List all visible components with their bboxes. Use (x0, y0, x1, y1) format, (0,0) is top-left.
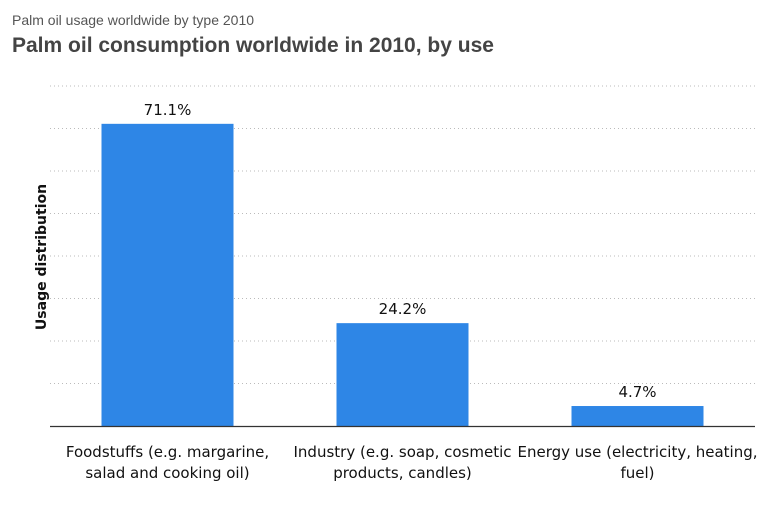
chart-title: Palm oil consumption worldwide in 2010, … (12, 34, 494, 57)
category-label: Industry (e.g. soap, cosmetic (294, 443, 512, 461)
value-labels: 71.1% 24.2% 4.7% (144, 101, 657, 401)
category-labels: Foodstuffs (e.g. margarine, salad and coo… (66, 443, 758, 482)
bars (101, 123, 704, 426)
value-label: 24.2% (379, 300, 427, 318)
category-label: Energy use (electricity, heating, (517, 443, 757, 461)
value-label: 71.1% (144, 101, 192, 119)
category-label: salad and cooking oil) (85, 464, 249, 482)
bar (336, 323, 469, 426)
value-label: 4.7% (618, 383, 656, 401)
y-axis-label: Usage distribution (34, 184, 50, 330)
category-label: fuel) (620, 464, 654, 482)
bar (571, 406, 704, 426)
category-label: products, candles) (333, 464, 472, 482)
bar (101, 123, 234, 426)
category-label: Foodstuffs (e.g. margarine, (66, 443, 269, 461)
chart-supertitle: Palm oil usage worldwide by type 2010 (12, 12, 255, 28)
